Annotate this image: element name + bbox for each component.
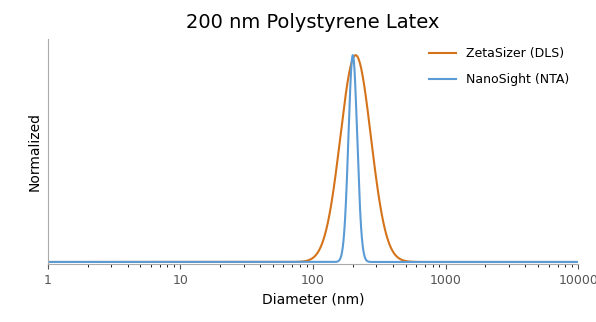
ZetaSizer (DLS) xyxy=(44,260,51,264)
ZetaSizer (DLS) xyxy=(148,260,155,264)
NanoSight (NTA) xyxy=(547,260,554,264)
Title: 200 nm Polystyrene Latex: 200 nm Polystyrene Latex xyxy=(186,13,440,32)
ZetaSizer (DLS) xyxy=(76,260,83,264)
NanoSight (NTA) xyxy=(44,260,51,264)
ZetaSizer (DLS) xyxy=(352,53,359,57)
Line: ZetaSizer (DLS): ZetaSizer (DLS) xyxy=(48,55,578,262)
ZetaSizer (DLS) xyxy=(575,260,582,264)
X-axis label: Diameter (nm): Diameter (nm) xyxy=(262,292,364,306)
NanoSight (NTA) xyxy=(575,260,582,264)
NanoSight (NTA) xyxy=(303,260,311,264)
ZetaSizer (DLS) xyxy=(547,260,554,264)
NanoSight (NTA) xyxy=(349,53,356,57)
ZetaSizer (DLS) xyxy=(46,260,54,264)
ZetaSizer (DLS) xyxy=(303,259,311,263)
NanoSight (NTA) xyxy=(148,260,155,264)
Legend: ZetaSizer (DLS), NanoSight (NTA): ZetaSizer (DLS), NanoSight (NTA) xyxy=(424,43,575,91)
Y-axis label: Normalized: Normalized xyxy=(28,112,42,191)
Line: NanoSight (NTA): NanoSight (NTA) xyxy=(48,55,578,262)
NanoSight (NTA) xyxy=(76,260,83,264)
NanoSight (NTA) xyxy=(66,260,73,264)
ZetaSizer (DLS) xyxy=(66,260,73,264)
NanoSight (NTA) xyxy=(46,260,54,264)
